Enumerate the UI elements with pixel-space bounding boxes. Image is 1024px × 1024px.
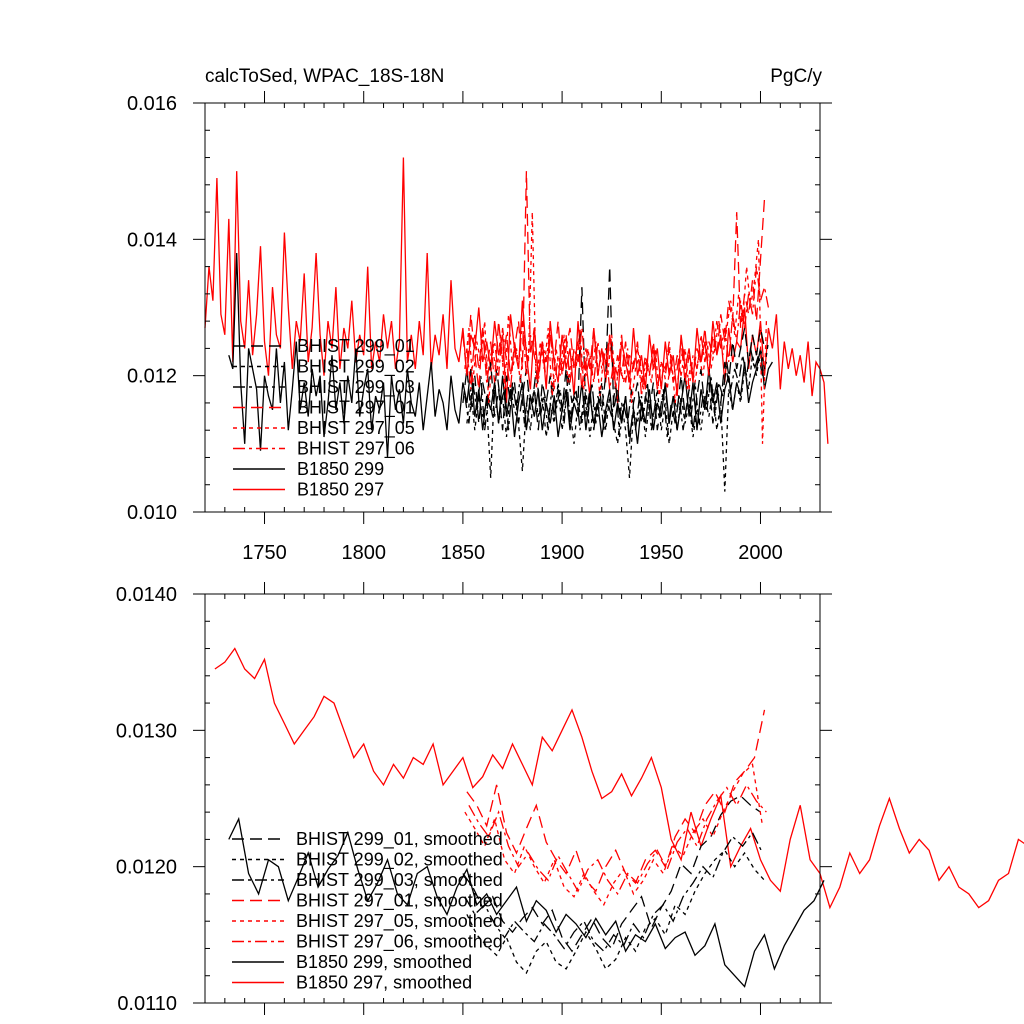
- x-tick-label: 1750: [242, 542, 287, 564]
- y-tick-label: 0.012: [127, 366, 177, 388]
- top-chart-units: PgC/y: [770, 66, 822, 87]
- y-tick-label: 0.0110: [117, 993, 177, 1015]
- legend-item-bhist-297-06-smoothed: BHIST 297_06, smoothed: [232, 932, 503, 953]
- top-plot-frame: [204, 102, 821, 513]
- legend-item-bhist-297-05: BHIST 297_05: [233, 418, 415, 439]
- legend-item-bhist-299-03-smoothed: BHIST 299_03, smoothed: [232, 870, 503, 891]
- series-line-bhist-299-03-smoothed: [464, 831, 764, 953]
- legend-label: BHIST 299_02, smoothed: [296, 850, 503, 871]
- legend-item-b1850-297: B1850 297: [233, 480, 384, 500]
- legend-label: BHIST 297_05: [297, 418, 415, 439]
- x-tick-label: 1850: [441, 542, 486, 564]
- legend-label: BHIST 297_01: [297, 398, 415, 419]
- top-axis-ticks: 1750 1800 1850 1900 1950 2000 0.010 0.012 0.014 0…: [127, 91, 832, 564]
- bottom-series-layer: [214, 647, 1024, 988]
- legend-item-bhist-297-05-smoothed: BHIST 297_05, smoothed: [232, 911, 503, 932]
- legend-item-bhist-297-01: BHIST 297_01: [233, 398, 415, 419]
- series-line-bhist-299-03: [464, 348, 768, 438]
- series-line-bhist-299-02-smoothed: [466, 849, 765, 975]
- x-tick-label: 1800: [341, 542, 386, 564]
- legend-label: B1850 297, smoothed: [296, 973, 472, 993]
- bottom-axis-ticks: 0.0110 0.0120 0.0130 0.0140: [116, 582, 832, 1015]
- legend-label: B1850 297: [297, 480, 384, 500]
- legend-label: BHIST 297_06, smoothed: [296, 932, 503, 953]
- x-tick-label: 2000: [738, 542, 783, 564]
- legend-item-b1850-297-smoothed: B1850 297, smoothed: [232, 973, 472, 993]
- series-line-b1850-299-smoothed: [228, 816, 825, 988]
- y-tick-label: 0.0140: [116, 584, 177, 606]
- series-line-bhist-297-05: [464, 212, 768, 444]
- series-line-b1850-297-smoothed: [214, 647, 1024, 910]
- y-tick-label: 0.014: [127, 229, 177, 251]
- bottom-plot-frame: [204, 593, 821, 1004]
- series-line-bhist-297-05-smoothed: [464, 763, 764, 907]
- y-tick-label: 0.010: [127, 502, 177, 524]
- bottom-panel: 0.0110 0.0120 0.0130 0.0140 BHIST 299_01, s…: [116, 582, 1024, 1015]
- top-panel: calcToSed, WPAC_18S-18N PgC/y 1750 1800 18…: [127, 66, 832, 564]
- legend-item-b1850-299: B1850 299: [233, 459, 384, 479]
- series-line-bhist-297-06-smoothed: [468, 783, 767, 896]
- legend-label: BHIST 297_05, smoothed: [296, 911, 503, 932]
- x-tick-label: 1950: [639, 542, 684, 564]
- top-series-layer: [204, 157, 829, 492]
- legend-label: BHIST 299_03: [297, 377, 415, 398]
- legend-label: BHIST 299_01, smoothed: [296, 829, 503, 850]
- legend-label: BHIST 299_01: [297, 336, 415, 357]
- legend-label: BHIST 299_02: [297, 357, 415, 378]
- legend-label: BHIST 297_06: [297, 439, 415, 460]
- legend-label: B1850 299: [297, 459, 384, 479]
- series-line-bhist-297-01-smoothed: [466, 709, 766, 893]
- legend-item-bhist-297-01-smoothed: BHIST 297_01, smoothed: [232, 891, 503, 912]
- legend-item-b1850-299-smoothed: B1850 299, smoothed: [232, 952, 472, 972]
- y-tick-label: 0.0120: [116, 857, 177, 879]
- legend-label: B1850 299, smoothed: [296, 952, 472, 972]
- series-line-bhist-297-06: [466, 266, 770, 397]
- y-tick-label: 0.016: [127, 93, 177, 115]
- x-tick-label: 1900: [540, 542, 585, 564]
- legend-label: BHIST 299_03, smoothed: [296, 870, 503, 891]
- legend-label: BHIST 297_01, smoothed: [296, 891, 503, 912]
- legend-item-bhist-299-02-smoothed: BHIST 299_02, smoothed: [232, 850, 503, 871]
- legend-item-bhist-297-06: BHIST 297_06: [233, 439, 415, 460]
- series-line-bhist-299-01-smoothed: [462, 795, 761, 953]
- legend-item-bhist-299-03: BHIST 299_03: [233, 377, 415, 398]
- legend-item-bhist-299-02: BHIST 299_02: [233, 357, 415, 378]
- top-chart-title: calcToSed, WPAC_18S-18N: [205, 66, 444, 87]
- legend-item-bhist-299-01: BHIST 299_01: [233, 336, 415, 357]
- legend-item-bhist-299-01-smoothed: BHIST 299_01, smoothed: [232, 829, 503, 850]
- y-tick-label: 0.0130: [116, 720, 177, 742]
